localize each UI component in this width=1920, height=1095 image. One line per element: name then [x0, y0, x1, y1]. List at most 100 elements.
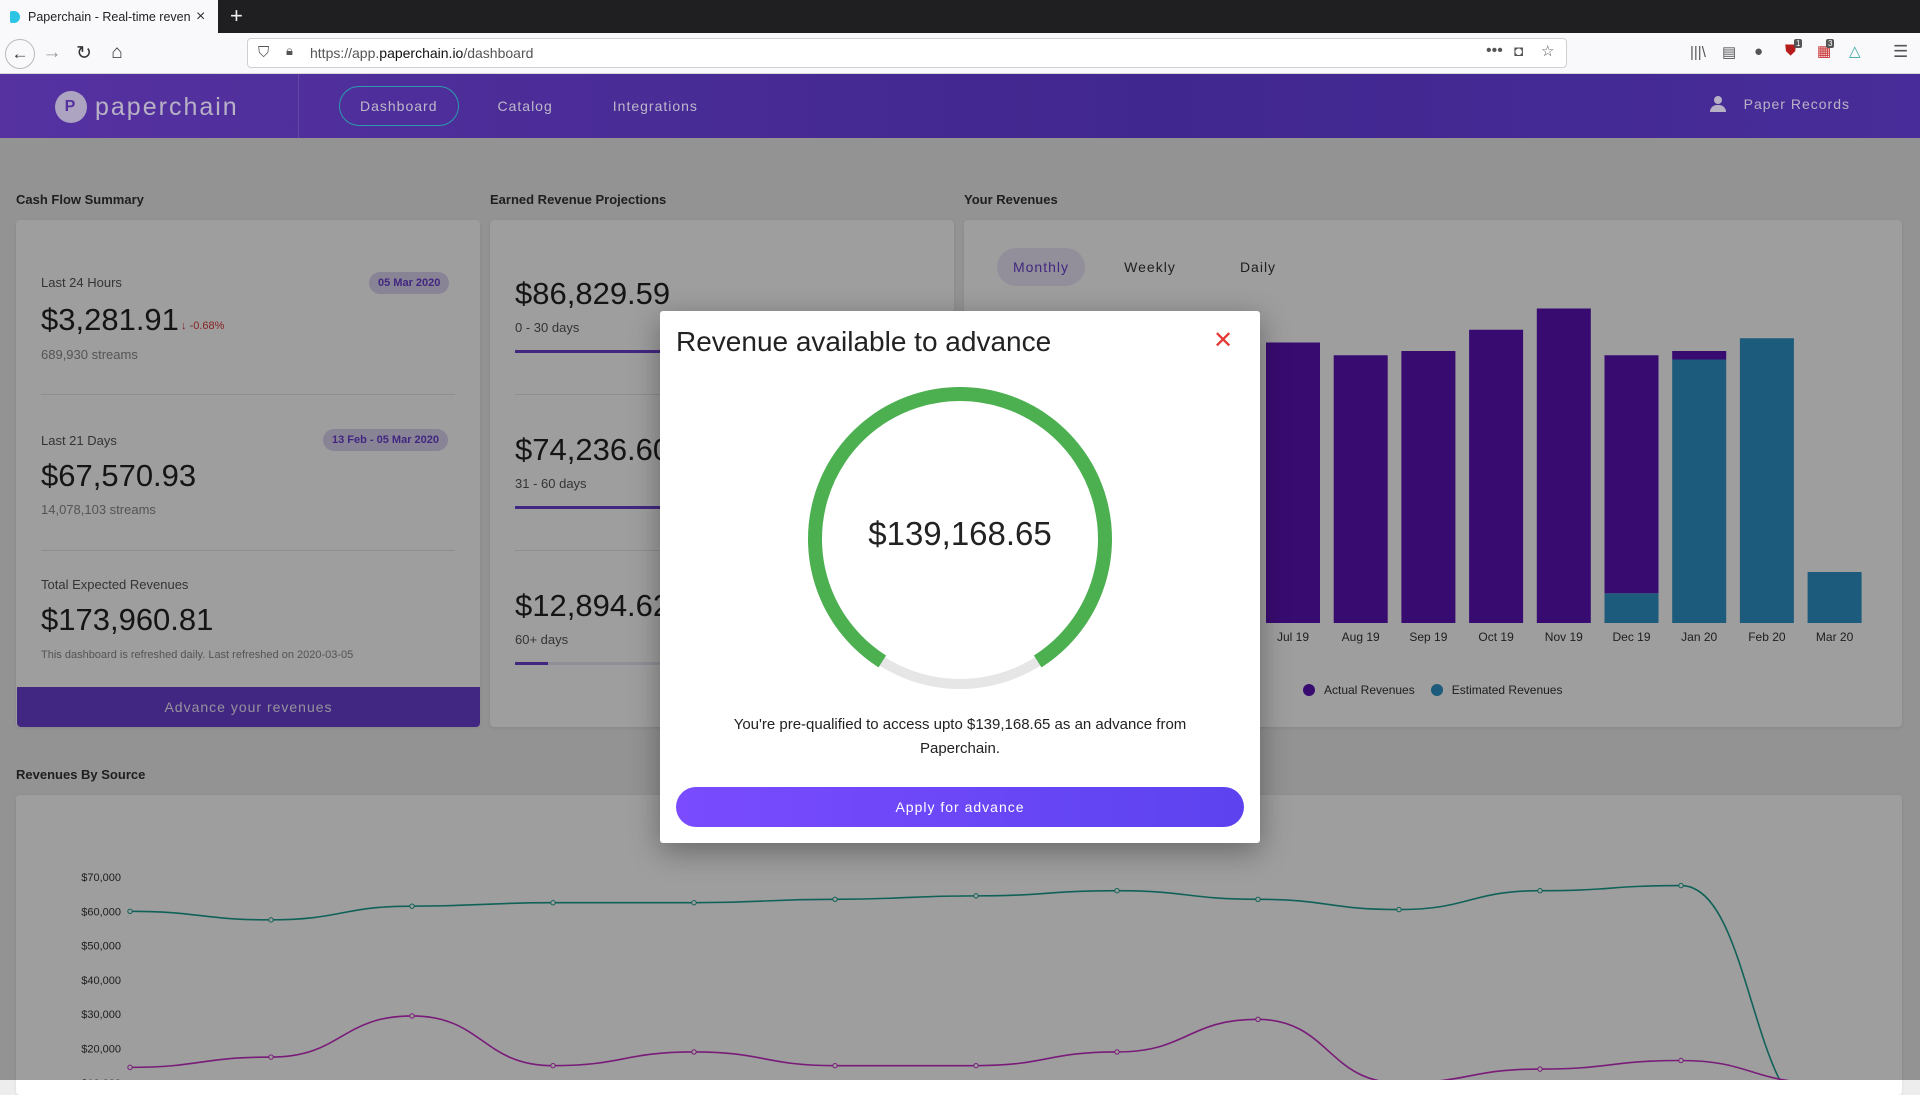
close-tab-icon[interactable]: ×: [196, 7, 206, 25]
projection-range: 0 - 30 days: [515, 320, 580, 335]
header-divider: [298, 74, 299, 138]
hamburger-menu-icon[interactable]: ☰: [1893, 42, 1909, 61]
tab-catalog[interactable]: Catalog: [497, 98, 553, 114]
data-point: [691, 1049, 697, 1055]
bar-actual: [1604, 355, 1659, 594]
more-icon[interactable]: •••: [1486, 42, 1503, 59]
bar-estimated: [1739, 338, 1794, 623]
advance-gauge: [808, 387, 1112, 689]
y-tick-label: $40,000: [81, 975, 121, 987]
data-point: [127, 908, 133, 914]
logo-text: paperchain: [95, 92, 239, 121]
revenues-title: Your Revenues: [964, 192, 1058, 207]
bar-estimated: [1672, 359, 1727, 623]
browser-navbar: ← → ↻ ⌂ ⛉ 🔒︎ https://app.paperchain.io/d…: [0, 33, 1920, 74]
data-point: [1678, 882, 1684, 889]
revenues-legend: Actual Revenues Estimated Revenues: [1303, 683, 1562, 697]
data-point: [550, 1062, 556, 1069]
bar-estimated: [1604, 593, 1659, 623]
total-label: Total Expected Revenues: [41, 577, 189, 592]
tab-weekly[interactable]: Weekly: [1124, 259, 1176, 275]
data-point: [268, 917, 274, 923]
lock-icon: 🔒︎: [286, 43, 293, 58]
gauge-fill: [808, 387, 961, 668]
ublock-extension-icon[interactable]: ⛊: [1785, 42, 1797, 59]
home-icon[interactable]: ⌂: [111, 42, 123, 63]
advance-modal: Revenue available to advance ✕ $139,168.…: [660, 311, 1260, 843]
vue-devtools-icon[interactable]: △: [1849, 43, 1861, 60]
gauge-fill: [959, 387, 1112, 668]
estimated-legend-dot: [1430, 684, 1443, 696]
arrow-down-icon: ↓: [181, 320, 190, 332]
bar-actual: [1469, 329, 1524, 623]
data-point: [268, 1054, 274, 1060]
divider: [41, 394, 455, 395]
y-tick-label: $50,000: [81, 941, 121, 953]
browser-tabbar: Paperchain - Real-time revenue × +: [0, 0, 1920, 33]
tab-dashboard[interactable]: Dashboard: [339, 86, 459, 126]
modal-description: You're pre-qualified to access upto $139…: [733, 716, 1187, 757]
data-point: [1255, 896, 1261, 902]
data-point: [1537, 888, 1543, 894]
tab-integrations[interactable]: Integrations: [612, 98, 698, 114]
header-overlay: [0, 74, 1920, 138]
user-name: Paper Records: [1743, 96, 1850, 112]
reload-icon[interactable]: ↻: [76, 42, 92, 64]
data-point: [832, 896, 838, 902]
pocket-icon[interactable]: ◘: [1514, 43, 1524, 60]
shield-icon[interactable]: ⛉: [258, 44, 270, 61]
bookmark-star-icon[interactable]: ☆: [1541, 43, 1555, 60]
tab-monthly[interactable]: Monthly: [997, 248, 1085, 286]
data-point: [409, 1013, 415, 1019]
main-nav: Dashboard Catalog Integrations: [339, 86, 737, 126]
back-icon[interactable]: ←: [5, 39, 35, 69]
advance-revenues-button[interactable]: Advance your revenues: [17, 687, 480, 727]
x-tick-label: Nov 19: [1545, 630, 1583, 644]
user-icon: [1709, 96, 1726, 112]
bar-actual: [1401, 351, 1456, 623]
x-tick-label: Jan 20: [1681, 630, 1717, 644]
divider: [41, 550, 455, 551]
new-tab-icon[interactable]: +: [230, 3, 243, 28]
browser-tab[interactable]: Paperchain - Real-time revenue ×: [0, 0, 218, 33]
projection-amount: $12,894.62: [515, 588, 671, 623]
account-icon[interactable]: ●: [1754, 43, 1764, 60]
x-tick-label: Oct 19: [1478, 630, 1514, 644]
data-point: [1678, 1057, 1684, 1064]
forward-icon[interactable]: →: [42, 42, 62, 63]
x-tick-label: Sep 19: [1409, 630, 1447, 644]
modal-title: Revenue available to advance: [676, 326, 1052, 357]
x-tick-label: Dec 19: [1612, 630, 1650, 644]
last21-label: Last 21 Days: [41, 433, 117, 448]
data-point: [1537, 1066, 1543, 1072]
legend-estimated-label: Estimated Revenues: [1451, 683, 1563, 697]
x-tick-label: Aug 19: [1342, 630, 1380, 644]
y-tick-label: $60,000: [81, 906, 121, 918]
apply-advance-button[interactable]: Apply for advance: [676, 787, 1244, 827]
last24-label: Last 24 Hours: [41, 275, 122, 290]
url-bar[interactable]: ⛉ 🔒︎ https://app.paperchain.io/dashboard…: [247, 38, 1567, 68]
last24-date-badge: 05 Mar 2020: [369, 272, 450, 294]
data-point: [409, 903, 415, 909]
url-text: https://app.paperchain.io/dashboard: [310, 45, 534, 61]
close-icon[interactable]: ✕: [1212, 327, 1234, 354]
data-point: [691, 900, 697, 906]
refresh-note: This dashboard is refreshed daily. Last …: [41, 649, 354, 661]
data-point: [973, 1062, 979, 1069]
sidebar-icon[interactable]: ▤: [1722, 44, 1737, 61]
projection-amount: $86,829.59: [515, 276, 671, 311]
cash-flow-card: Last 24 Hours 05 Mar 2020 $3,281.91 ↓ -0…: [16, 220, 480, 727]
data-point: [832, 1062, 838, 1069]
bar-estimated: [1807, 572, 1862, 623]
projections-title: Earned Revenue Projections: [490, 192, 667, 207]
extension-badge: 3: [1826, 39, 1835, 48]
library-icon[interactable]: |||\: [1690, 44, 1706, 61]
favicon-icon: [10, 10, 20, 23]
user-menu[interactable]: Paper Records: [1709, 96, 1850, 112]
tab-daily[interactable]: Daily: [1239, 259, 1277, 275]
sources-card: [16, 795, 1902, 1095]
data-point: [127, 1064, 133, 1071]
paperchain-logo[interactable]: P paperchain: [55, 91, 239, 123]
